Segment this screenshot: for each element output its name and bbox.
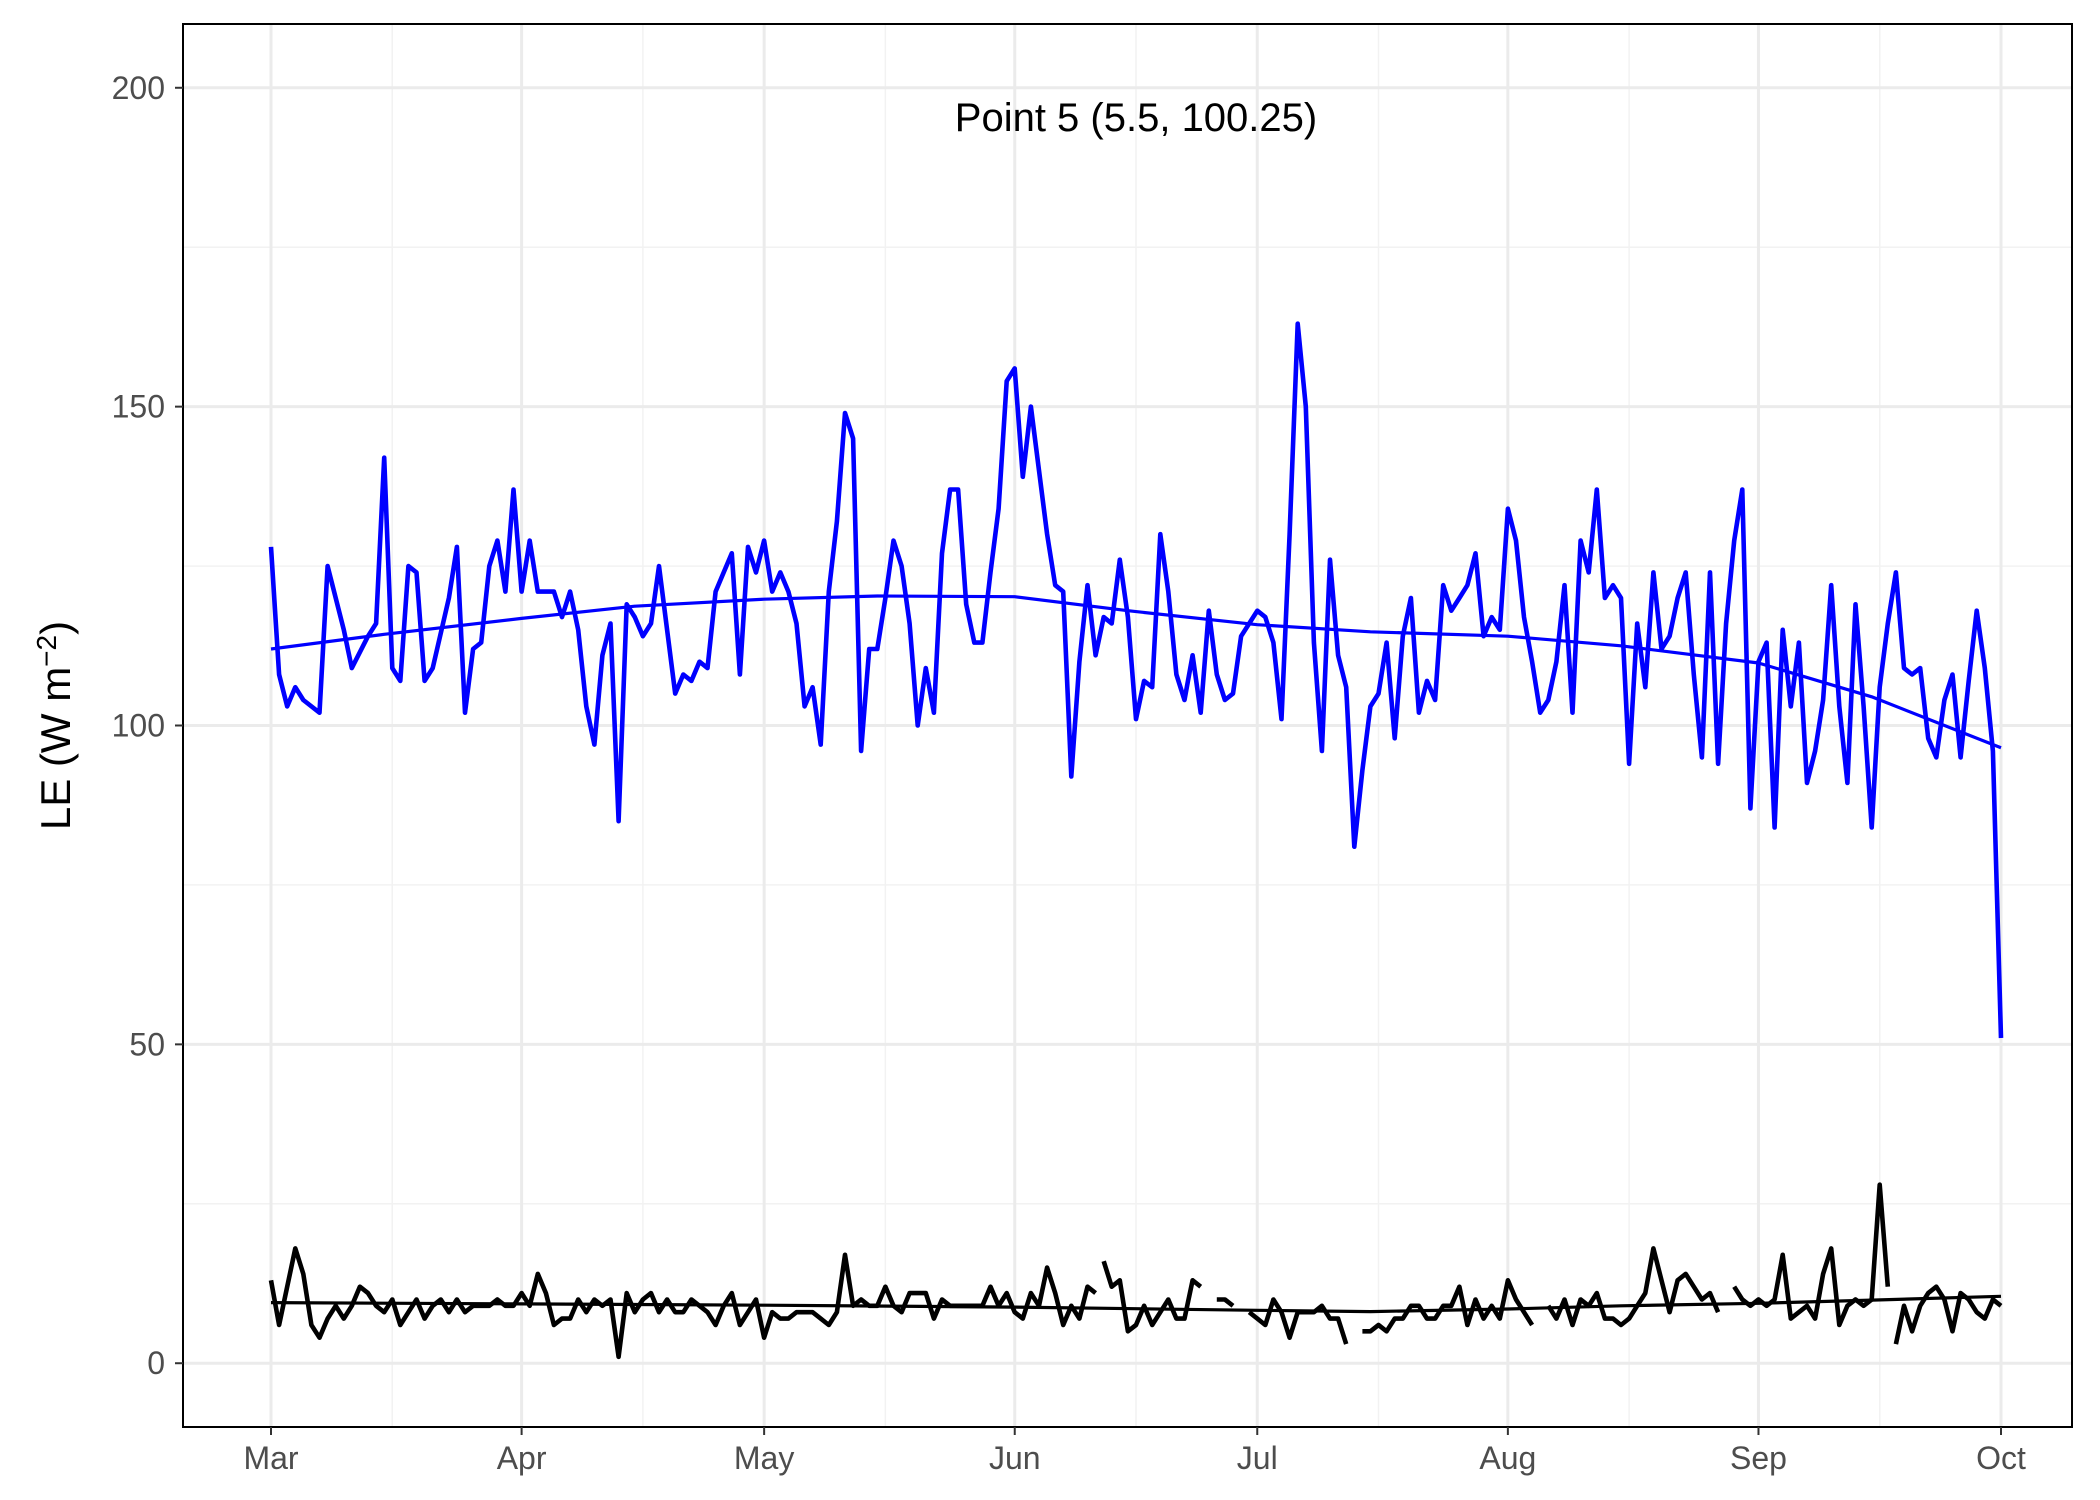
black-daily-line: [1247, 1297, 1349, 1345]
major-gridlines: [183, 24, 2072, 1427]
black-daily-line: [1893, 1284, 2003, 1345]
x-tick-label: Mar: [243, 1440, 298, 1476]
x-tick-label: May: [734, 1440, 794, 1476]
black-daily-line: [1101, 1260, 1203, 1334]
y-axis-label-close: ): [32, 621, 79, 635]
chart-title: Point 5 (5.5, 100.25): [955, 96, 1317, 140]
x-tick-label: Oct: [1976, 1440, 2026, 1476]
black-daily-line: [1216, 1297, 1235, 1308]
x-tick-label: Jun: [989, 1440, 1041, 1476]
y-tick-label: 100: [112, 708, 165, 744]
y-tick-label: 200: [112, 70, 165, 106]
black-daily-line: [1362, 1278, 1535, 1334]
y-axis-label: LE (W m−2): [31, 621, 79, 830]
y-axis-label-sup: −2: [31, 635, 62, 667]
y-tick-label: 0: [147, 1345, 165, 1381]
y-axis-ticks: 0 50 100 150 200: [112, 70, 183, 1381]
x-tick-label: Apr: [497, 1440, 547, 1476]
x-tick-label: Jul: [1237, 1440, 1278, 1476]
blue-daily-line: [268, 321, 2004, 1039]
x-tick-label: Aug: [1479, 1440, 1536, 1476]
x-tick-label: Sep: [1730, 1440, 1787, 1476]
series-layer: [268, 321, 2004, 1360]
black-smooth-line: [270, 1294, 2002, 1314]
y-tick-label: 150: [112, 389, 165, 425]
y-tick-label: 50: [129, 1026, 165, 1062]
blue-smooth-line: [270, 594, 2002, 750]
black-daily-line: [1546, 1246, 1721, 1328]
x-axis-ticks: Mar Apr May Jun Jul Aug Sep Oct: [243, 1427, 2026, 1476]
y-axis-label-main: LE (W m: [32, 667, 79, 830]
black-daily-line: [1732, 1182, 1891, 1328]
